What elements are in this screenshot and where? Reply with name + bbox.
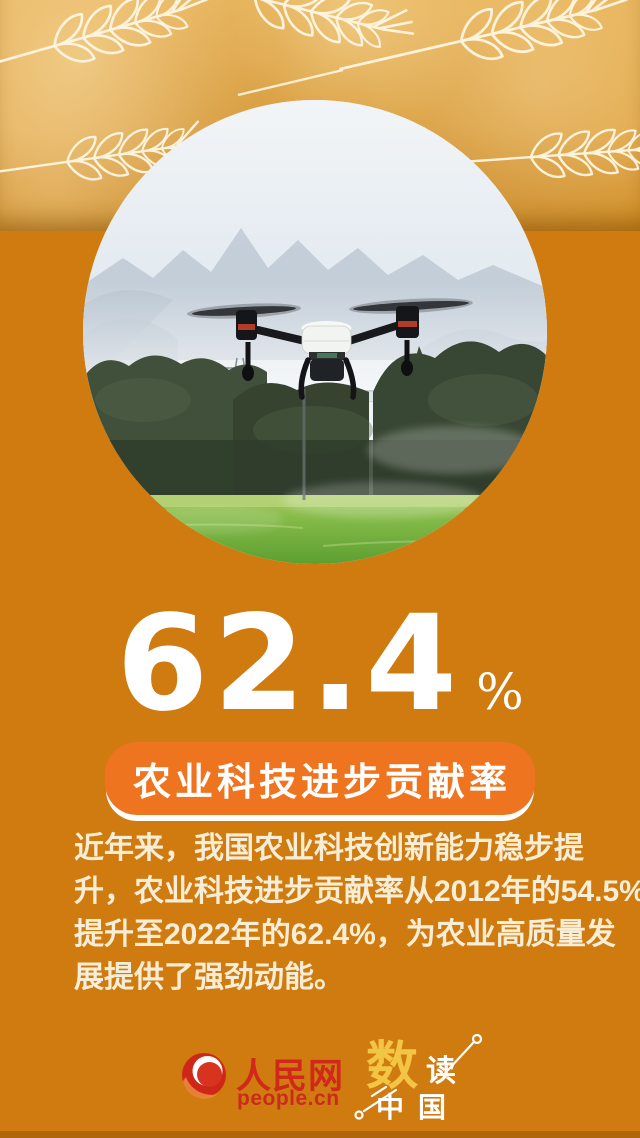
people-name: 人民网 bbox=[236, 1057, 345, 1096]
shudu-zhongguo-logo: 数 读 中国 bbox=[352, 1030, 492, 1126]
stat-row: 62.4 % bbox=[0, 598, 640, 730]
body-line: 近年来，我国农业科技创新能力稳步提 bbox=[74, 832, 584, 865]
stat-value: 62.4 bbox=[116, 587, 463, 741]
people-domain: people.cn bbox=[237, 1087, 340, 1110]
shudu-second-char: 读 bbox=[426, 1055, 456, 1088]
shudu-bottom-chars: 中国 bbox=[376, 1092, 461, 1123]
drone-icon bbox=[187, 298, 473, 400]
chart-line-icon bbox=[354, 1033, 483, 1120]
people-cn-logo: 人民网 people.cn bbox=[180, 1046, 343, 1112]
stat-unit: % bbox=[476, 663, 524, 721]
bottom-strip bbox=[0, 1131, 640, 1138]
shudu-main-char: 数 bbox=[366, 1038, 419, 1096]
wheat-icon bbox=[0, 0, 640, 231]
people-globe-icon bbox=[182, 1053, 226, 1099]
body-line: 升，农业科技进步贡献率从2012年的54.5% bbox=[74, 875, 640, 908]
stat-label-badge: 农业科技进步贡献率 bbox=[104, 742, 536, 815]
body-line: 展提供了强劲动能。 bbox=[74, 961, 344, 994]
body-paragraph: 近年来，我国农业科技创新能力稳步提 升，农业科技进步贡献率从2012年的54.5… bbox=[74, 827, 640, 999]
body-line: 提升至2022年的62.4%，为农业高质量发 bbox=[74, 918, 616, 951]
field-drone-photo bbox=[83, 100, 547, 564]
drone-photo-scene bbox=[83, 100, 547, 564]
